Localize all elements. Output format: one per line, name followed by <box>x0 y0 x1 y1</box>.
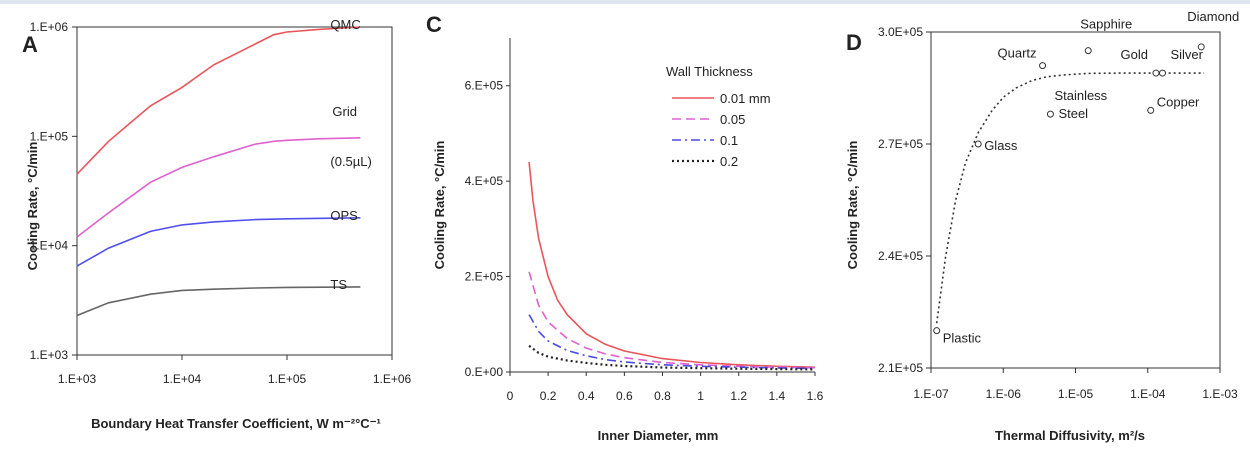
data-point <box>933 327 941 335</box>
y-tick-label: 0.E+00 <box>465 365 504 379</box>
panel-d-ylabel: Cooling Rate, °C/min <box>845 141 860 270</box>
series-label: QMC <box>330 17 360 32</box>
x-tick-label: 1.6 <box>807 389 824 403</box>
panel-c-letter: C <box>426 12 442 37</box>
point-label: Quartz <box>998 46 1037 61</box>
y-tick-label: 2.E+05 <box>465 270 504 284</box>
point-label: Copper <box>1157 94 1200 109</box>
series-label: (0.5µL) <box>330 154 371 169</box>
data-point <box>1147 106 1155 114</box>
y-tick-label: 1.E+04 <box>30 239 69 253</box>
legend-entry: 0.05 <box>720 112 745 127</box>
panel-c-xlabel: Inner Diameter, mm <box>598 428 719 443</box>
panel-a-xlabel: Boundary Heat Transfer Coefficient, W m⁻… <box>91 416 381 431</box>
series-line-1 <box>528 271 816 369</box>
panel-c-axes: 0 0.2 0.4 0.6 0.8 1 1.2 1.4 1.6 0.E+00 2.E+05 4.E+0… <box>465 38 824 403</box>
x-tick-label: 1.E+06 <box>373 372 412 386</box>
y-tick-label: 6.E+05 <box>465 79 504 93</box>
point-label: Plastic <box>943 331 982 346</box>
legend-entry: 0.2 <box>720 154 738 169</box>
series-line-ops <box>76 217 361 267</box>
data-point <box>1039 62 1047 70</box>
point-label: Diamond <box>1187 9 1239 24</box>
point-label: Gold <box>1121 47 1148 62</box>
y-tick-label: 2.7E+05 <box>878 137 923 151</box>
y-tick-label: 1.E+06 <box>30 20 69 34</box>
point-label: Sapphire <box>1080 17 1132 32</box>
y-tick-label: 2.1E+05 <box>878 361 923 375</box>
x-tick-label: 1 <box>697 389 704 403</box>
panel-a-ylabel: Cooling Rate, °C/min <box>25 142 40 271</box>
panel-c: C 0 0.2 0.4 0.6 0.8 1 1.2 1.4 1.6 0.E+00 2.E+05 4.E… <box>426 12 824 443</box>
series-line-qmc <box>76 26 361 175</box>
y-tick-label: 3.0E+05 <box>878 25 923 39</box>
x-tick-label: 0 <box>507 389 514 403</box>
data-point <box>974 140 982 148</box>
x-tick-label: 1.E+04 <box>163 372 202 386</box>
legend-title: Wall Thickness <box>666 64 753 79</box>
panel-c-plot <box>528 162 816 371</box>
x-tick-label: 1.E-04 <box>1130 387 1166 401</box>
legend-entry: 0.1 <box>720 133 738 148</box>
panel-d-xlabel: Thermal Diffusivity, m²/s <box>995 428 1145 443</box>
panel-c-ylabel: Cooling Rate, °C/min <box>432 141 447 270</box>
panel-a-plot: QMC Grid (0.5µL) OPS TS <box>76 17 372 317</box>
x-tick-label: 1.E-07 <box>913 387 949 401</box>
x-tick-label: 1.2 <box>730 389 747 403</box>
panel-d: D 1.E-07 1.E-06 1.E-05 1.E-04 1.E-03 2.1E+05 2… <box>845 9 1239 443</box>
panel-d-plot: Plastic Glass Quartz Stainless Steel Sapphire… <box>933 9 1239 346</box>
point-label: Glass <box>984 138 1018 153</box>
top-border <box>0 0 1250 4</box>
x-tick-label: 1.E-06 <box>986 387 1022 401</box>
x-tick-label: 1.E-03 <box>1202 387 1238 401</box>
panel-c-legend: Wall Thickness 0.01 mm 0.05 0.1 0.2 <box>666 64 771 169</box>
series-label: TS <box>330 277 347 292</box>
panel-d-axes: 1.E-07 1.E-06 1.E-05 1.E-04 1.E-03 2.1E+05 2.4… <box>878 25 1238 401</box>
x-tick-label: 1.4 <box>769 389 786 403</box>
data-point <box>1084 47 1092 55</box>
x-tick-label: 1.E-05 <box>1058 387 1094 401</box>
x-tick-label: 0.8 <box>654 389 671 403</box>
panel-a: A 1.E+03 1.E+04 1.E+05 1.E+061.E+031.E+041.… <box>22 17 412 431</box>
point-label: Steel <box>1058 106 1088 121</box>
panel-a-letter: A <box>22 32 38 57</box>
panel-d-letter: D <box>846 30 862 55</box>
x-tick-label: 0.4 <box>578 389 595 403</box>
point-label: Silver <box>1170 47 1203 62</box>
point-label: Stainless <box>1054 88 1107 103</box>
x-tick-label: 1.E+05 <box>268 372 307 386</box>
x-tick-label: 0.2 <box>540 389 557 403</box>
series-line-grid <box>76 137 361 238</box>
series-line-2 <box>528 314 816 370</box>
y-tick-label: 1.E+03 <box>30 348 69 362</box>
panel-d-frame <box>930 31 1221 369</box>
series-label: Grid <box>332 104 357 119</box>
data-point <box>1158 69 1166 77</box>
series-line-0 <box>528 162 816 368</box>
x-tick-label: 0.6 <box>616 389 633 403</box>
x-tick-label: 1.E+03 <box>58 372 97 386</box>
data-point <box>1197 43 1205 51</box>
panel-a-axes: 1.E+03 1.E+04 1.E+05 1.E+06 1.E+03 1.E+04 1.E+… <box>30 20 412 386</box>
series-label: OPS <box>330 208 358 223</box>
y-tick-label: 4.E+05 <box>465 174 504 188</box>
series-line-ts <box>76 286 361 317</box>
series-line-3 <box>528 344 816 371</box>
legend-entry: 0.01 mm <box>720 91 771 106</box>
data-point <box>1152 69 1160 77</box>
panel-a-frame <box>76 26 393 356</box>
y-tick-label: 1.E+05 <box>30 129 69 143</box>
data-point <box>1046 110 1054 118</box>
y-tick-label: 2.4E+05 <box>878 249 923 263</box>
